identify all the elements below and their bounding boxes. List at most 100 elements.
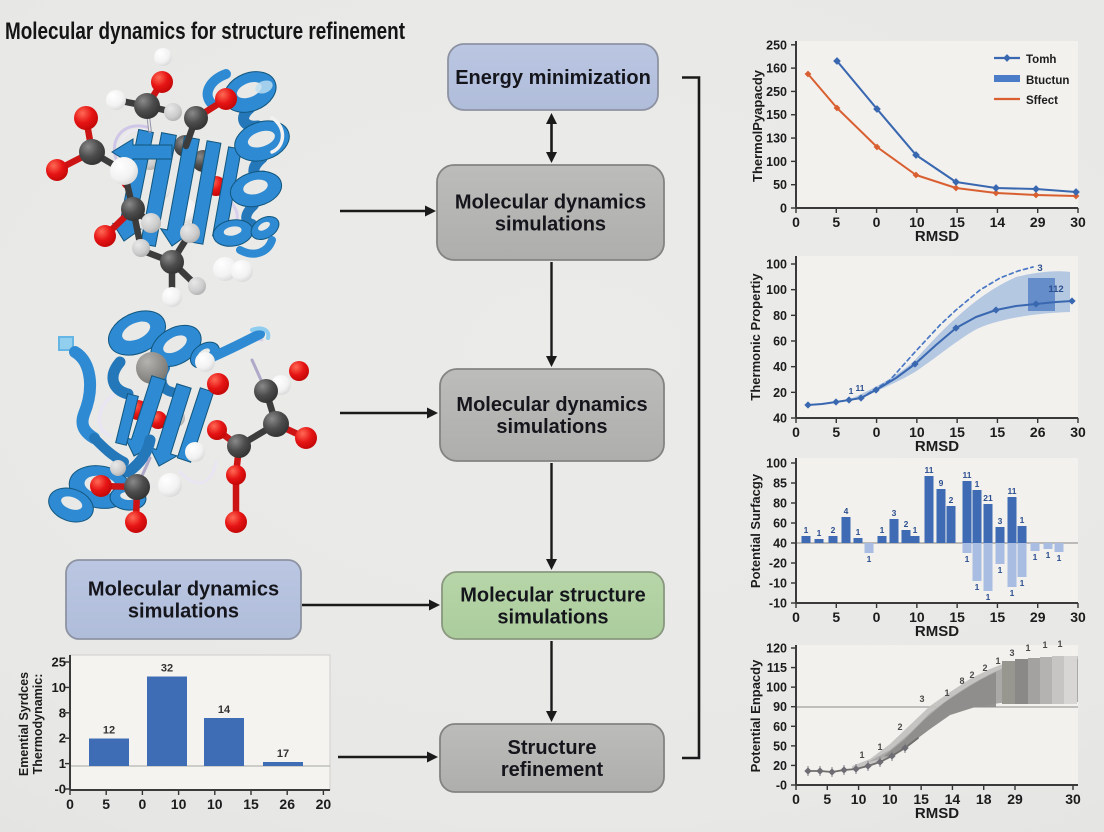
svg-text:1: 1 [1025, 643, 1030, 653]
svg-text:1: 1 [1010, 588, 1015, 598]
svg-text:15: 15 [243, 796, 259, 812]
svg-text:1: 1 [859, 750, 864, 760]
svg-text:9: 9 [939, 478, 944, 488]
svg-text:2: 2 [59, 731, 66, 746]
svg-text:29: 29 [1030, 214, 1046, 230]
svg-text:0: 0 [792, 609, 800, 625]
svg-text:Molecular dynamics: Molecular dynamics [88, 579, 279, 601]
svg-text:Emential Syrdces: Emential Syrdces [17, 672, 31, 776]
svg-text:ThermolPyapacdy: ThermolPyapacdy [750, 69, 765, 182]
svg-text:-10: -10 [769, 577, 787, 591]
svg-text:-10: -10 [769, 597, 787, 611]
svg-text:25: 25 [52, 655, 66, 670]
svg-text:112: 112 [1048, 284, 1063, 295]
svg-text:10: 10 [909, 214, 925, 230]
svg-text:90: 90 [773, 700, 787, 714]
svg-text:Molecular dynamics: Molecular dynamics [455, 192, 646, 214]
svg-text:Sffect: Sffect [1026, 95, 1058, 107]
svg-text:1: 1 [880, 525, 885, 535]
svg-text:60: 60 [773, 335, 787, 349]
svg-text:2: 2 [982, 663, 987, 673]
svg-text:0: 0 [873, 424, 881, 440]
svg-text:1: 1 [986, 592, 991, 602]
svg-text:RMSD: RMSD [915, 228, 959, 245]
svg-text:29: 29 [1030, 609, 1046, 625]
svg-text:simulations: simulations [128, 601, 239, 623]
svg-text:3: 3 [1037, 263, 1042, 274]
svg-text:1: 1 [59, 756, 66, 771]
svg-text:17: 17 [277, 748, 289, 760]
svg-text:14: 14 [945, 791, 961, 807]
svg-text:5: 5 [832, 424, 840, 440]
svg-text:-20: -20 [769, 557, 787, 571]
svg-text:250: 250 [766, 38, 787, 52]
svg-text:15: 15 [949, 214, 965, 230]
svg-text:Molecular structure: Molecular structure [460, 585, 646, 607]
svg-text:10: 10 [909, 609, 925, 625]
svg-text:250: 250 [766, 85, 787, 99]
svg-text:1: 1 [817, 528, 822, 538]
svg-text:0: 0 [792, 214, 800, 230]
svg-text:1: 1 [1042, 640, 1047, 650]
svg-text:0: 0 [873, 214, 881, 230]
svg-text:12: 12 [103, 725, 115, 737]
svg-text:5: 5 [102, 796, 110, 812]
svg-text:0: 0 [139, 796, 147, 812]
svg-text:1: 1 [1057, 553, 1062, 563]
svg-text:refinement: refinement [501, 759, 604, 781]
svg-text:115: 115 [767, 661, 787, 675]
svg-text:20: 20 [773, 386, 787, 400]
svg-text:1: 1 [1033, 552, 1038, 562]
svg-text:2: 2 [831, 525, 836, 535]
svg-text:5: 5 [832, 609, 840, 625]
svg-text:1: 1 [975, 582, 980, 592]
svg-text:32: 32 [161, 663, 173, 675]
svg-text:1: 1 [995, 656, 1000, 666]
svg-text:20: 20 [316, 796, 332, 812]
svg-text:1: 1 [965, 554, 970, 564]
svg-text:3: 3 [998, 516, 1003, 526]
svg-text:RMSD: RMSD [915, 623, 959, 640]
svg-text:1: 1 [998, 565, 1003, 575]
svg-text:5: 5 [832, 214, 840, 230]
svg-text:30: 30 [1065, 791, 1081, 807]
svg-text:10: 10 [851, 791, 867, 807]
svg-text:3: 3 [1009, 648, 1014, 658]
svg-text:11: 11 [963, 470, 972, 480]
svg-text:1: 1 [1020, 578, 1025, 588]
svg-text:11: 11 [925, 465, 934, 475]
svg-text:1: 1 [975, 479, 980, 489]
svg-text:2: 2 [969, 670, 974, 680]
svg-text:0: 0 [873, 609, 881, 625]
svg-text:0: 0 [792, 791, 800, 807]
svg-text:5: 5 [823, 791, 831, 807]
svg-text:1: 1 [1057, 639, 1062, 649]
svg-text:85: 85 [773, 477, 787, 491]
svg-text:0: 0 [66, 796, 74, 812]
svg-text:11: 11 [856, 383, 865, 393]
svg-text:150: 150 [766, 108, 787, 122]
svg-text:20: 20 [773, 759, 787, 773]
svg-text:1: 1 [849, 386, 854, 396]
svg-text:4: 4 [844, 506, 849, 516]
svg-text:3: 3 [892, 508, 897, 518]
svg-text:Thermonic Propertiy: Thermonic Propertiy [748, 273, 763, 401]
svg-text:-0: -0 [54, 782, 66, 797]
svg-text:RMSD: RMSD [915, 805, 959, 822]
svg-text:100: 100 [766, 283, 787, 297]
svg-text:50: 50 [773, 739, 787, 753]
svg-text:10: 10 [52, 680, 66, 695]
svg-text:Btuctun: Btuctun [1026, 75, 1069, 87]
svg-text:Thermodynamic:: Thermodynamic: [31, 674, 45, 775]
svg-text:100: 100 [766, 155, 787, 169]
svg-text:30: 30 [1070, 609, 1086, 625]
svg-text:Molecular dynamics for structu: Molecular dynamics for structure refinem… [5, 18, 405, 45]
svg-text:Potential Enpacdy: Potential Enpacdy [748, 659, 763, 772]
svg-text:29: 29 [1007, 791, 1023, 807]
svg-text:30: 30 [1070, 424, 1086, 440]
svg-text:60: 60 [773, 517, 787, 531]
svg-text:RMSD: RMSD [915, 438, 959, 455]
svg-text:Structure: Structure [508, 737, 597, 759]
svg-text:10: 10 [171, 796, 187, 812]
svg-text:2: 2 [897, 722, 902, 732]
